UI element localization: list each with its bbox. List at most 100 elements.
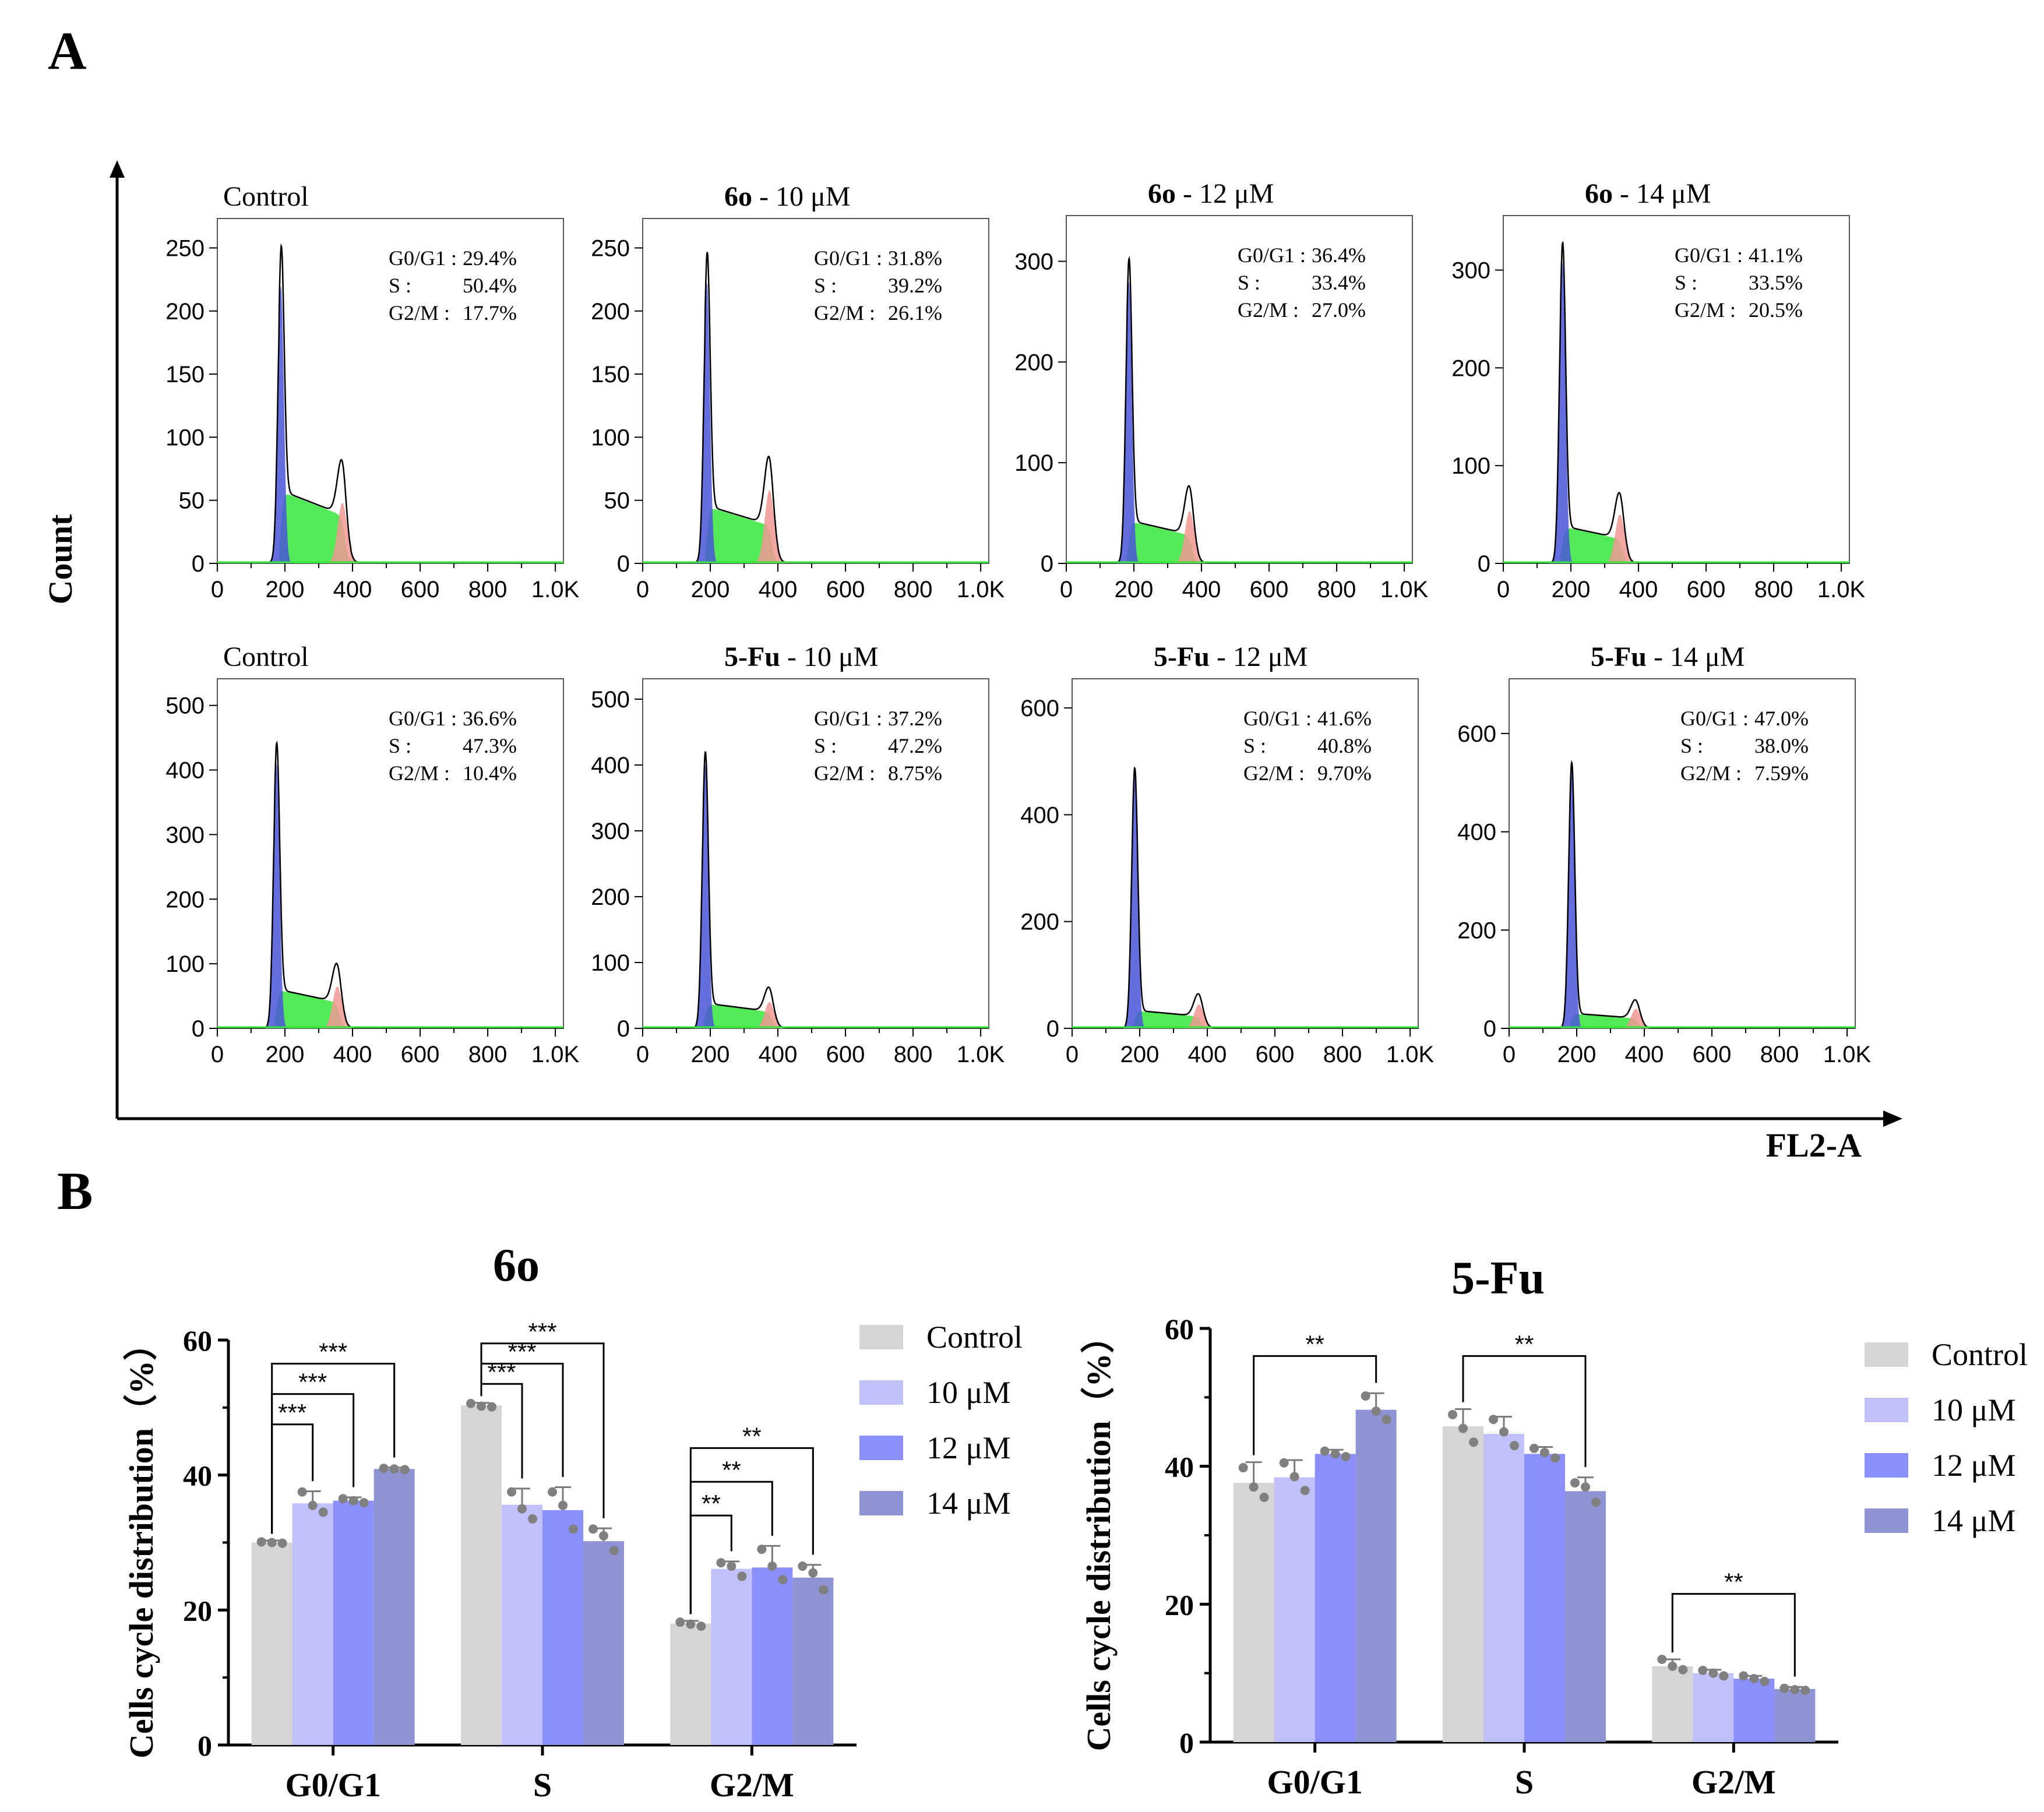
histogram-title: Control bbox=[223, 641, 309, 672]
replicate-dot bbox=[1719, 1671, 1729, 1681]
replicate-dot bbox=[1779, 1683, 1789, 1693]
replicate-dot bbox=[517, 1504, 527, 1514]
flow-histograms: Control 0 200 400 600 800 1.0K 0 50 100 150 200 250 G… bbox=[165, 178, 1871, 1067]
x-tick-label: 1.0K bbox=[531, 1042, 580, 1067]
bar-S-Control bbox=[1443, 1426, 1483, 1742]
x-tick-label: 1.0K bbox=[531, 577, 580, 602]
stat-label: G2/M : bbox=[389, 301, 450, 325]
stat-value: 33.4% bbox=[1312, 271, 1366, 294]
bar-G2/M-Control bbox=[670, 1623, 711, 1745]
replicate-dot bbox=[359, 1498, 369, 1508]
area-g2m-phase bbox=[752, 490, 787, 563]
category-label: S bbox=[1515, 1763, 1534, 1801]
histogram-title: 6o - 10 μM bbox=[724, 181, 850, 212]
plot-frame bbox=[1503, 215, 1850, 564]
plot-frame bbox=[642, 218, 989, 564]
legend-label: 12 μM bbox=[1932, 1448, 2015, 1483]
category-label: S bbox=[533, 1766, 552, 1804]
y-tick-label: 200 bbox=[591, 884, 630, 910]
y-tick-label: 200 bbox=[165, 299, 205, 325]
x-tick-label: 600 bbox=[826, 577, 865, 602]
title-dose: - 14 μM bbox=[1647, 641, 1745, 672]
replicate-dot bbox=[1540, 1448, 1549, 1457]
x-tick-label: 200 bbox=[691, 577, 730, 602]
area-g2m-phase bbox=[752, 1002, 787, 1028]
stat-label: G2/M : bbox=[1675, 298, 1736, 322]
stat-label: G0/G1 : bbox=[814, 707, 882, 730]
stat-value: 33.5% bbox=[1749, 271, 1803, 294]
stat-value: 26.1% bbox=[888, 301, 942, 325]
x-tick-label: 1.0K bbox=[1380, 577, 1429, 602]
x-tick-label: 200 bbox=[1120, 1042, 1160, 1067]
panel-label-a: A bbox=[48, 21, 86, 80]
area-g0g1-phase bbox=[1558, 770, 1585, 1028]
replicate-dot bbox=[308, 1500, 318, 1510]
stat-value: 17.7% bbox=[463, 301, 517, 325]
replicate-dot bbox=[609, 1546, 619, 1556]
y-tick-label: 600 bbox=[1457, 721, 1496, 747]
bar-chart-bar-6o: 6o Cells cycle distribution（%） 0 20 40 60 G0/G… bbox=[122, 1240, 1023, 1804]
y-tick-label: 60 bbox=[1165, 1313, 1194, 1345]
category-label: G0/G1 bbox=[285, 1766, 380, 1804]
stat-label: G0/G1 : bbox=[1238, 244, 1306, 267]
replicate-dot bbox=[1678, 1665, 1688, 1674]
histogram-6o-14: 6o - 14 μM 0 200 400 600 800 1.0K 0 100 200 300 G0/… bbox=[1451, 178, 1865, 602]
legend-swatch bbox=[1865, 1508, 1908, 1533]
bar-G0/G1-10 μM bbox=[1274, 1477, 1315, 1742]
stat-value: 40.8% bbox=[1317, 734, 1372, 757]
y-tick-label: 0 bbox=[617, 551, 630, 577]
y-tick-label: 0 bbox=[198, 1729, 212, 1762]
histogram-control-6o: Control 0 200 400 600 800 1.0K 0 50 100 150 200 250 G… bbox=[165, 181, 579, 602]
x-tick-label: 200 bbox=[1557, 1042, 1597, 1067]
panel-label-b: B bbox=[57, 1161, 93, 1221]
bar-G2/M-Control bbox=[1652, 1666, 1693, 1742]
area-s-phase bbox=[703, 1004, 780, 1028]
histogram-title: 5-Fu - 14 μM bbox=[1591, 641, 1745, 672]
stat-label: S : bbox=[1243, 734, 1266, 757]
replicate-dot bbox=[808, 1568, 818, 1578]
replicate-dot bbox=[588, 1524, 598, 1534]
histogram-5fu-12: 5-Fu - 12 μM 0 200 400 600 800 1.0K 0 200 400 600 G… bbox=[1020, 641, 1434, 1067]
x-tick-label: 400 bbox=[333, 1042, 372, 1067]
area-s-phase bbox=[279, 494, 353, 563]
x-tick-label: 0 bbox=[211, 1042, 224, 1067]
title-compound: 6o bbox=[1585, 178, 1613, 209]
legend-swatch bbox=[859, 1491, 903, 1515]
x-tick-label: 200 bbox=[266, 577, 305, 602]
stat-label: S : bbox=[389, 274, 411, 297]
fl2a-axis-label: FL2-A bbox=[1766, 1126, 1862, 1164]
replicate-dot bbox=[1530, 1443, 1539, 1453]
histogram-5fu-10: 5-Fu - 10 μM 0 200 400 600 800 1.0K 0 100 200 300 4… bbox=[591, 641, 1005, 1067]
replicate-dot bbox=[1550, 1453, 1560, 1463]
y-tick-label: 250 bbox=[165, 235, 205, 261]
area-s-phase bbox=[1570, 1014, 1646, 1028]
replicate-dot bbox=[1790, 1685, 1800, 1695]
y-tick-label: 200 bbox=[591, 299, 630, 325]
histogram-trace bbox=[1509, 760, 1855, 1029]
y-tick-label: 150 bbox=[165, 362, 205, 387]
replicate-dot bbox=[599, 1531, 608, 1540]
stat-value: 47.2% bbox=[888, 734, 942, 757]
panel-a-axes: Count FL2-A bbox=[41, 160, 1902, 1164]
stat-value: 47.0% bbox=[1754, 707, 1809, 730]
bar-S-Control bbox=[461, 1405, 502, 1745]
histogram-trace bbox=[217, 740, 563, 1029]
y-tick-label: 600 bbox=[1020, 696, 1059, 721]
bar-G0/G1-14 μM bbox=[1355, 1409, 1397, 1742]
histogram-trace bbox=[1072, 766, 1418, 1029]
y-tick-label: 300 bbox=[591, 819, 630, 844]
replicate-dot bbox=[528, 1514, 537, 1524]
histogram-6o-12: 6o - 12 μM 0 200 400 600 800 1.0K 0 100 200 300 G0/… bbox=[1014, 178, 1428, 602]
replicate-dot bbox=[558, 1500, 568, 1510]
replicate-dot bbox=[1800, 1686, 1810, 1695]
replicate-dot bbox=[1760, 1676, 1770, 1686]
x-tick-label: 600 bbox=[1687, 577, 1726, 602]
bar-chart-title: 5-Fu bbox=[1451, 1253, 1545, 1304]
bar-G2/M-14 μM bbox=[1774, 1688, 1816, 1742]
replicate-dot bbox=[389, 1464, 399, 1474]
x-tick-label: 400 bbox=[1188, 1042, 1227, 1067]
y-tick-label: 0 bbox=[617, 1016, 630, 1042]
plot-frame bbox=[1509, 678, 1856, 1029]
replicate-dot bbox=[1489, 1415, 1498, 1425]
